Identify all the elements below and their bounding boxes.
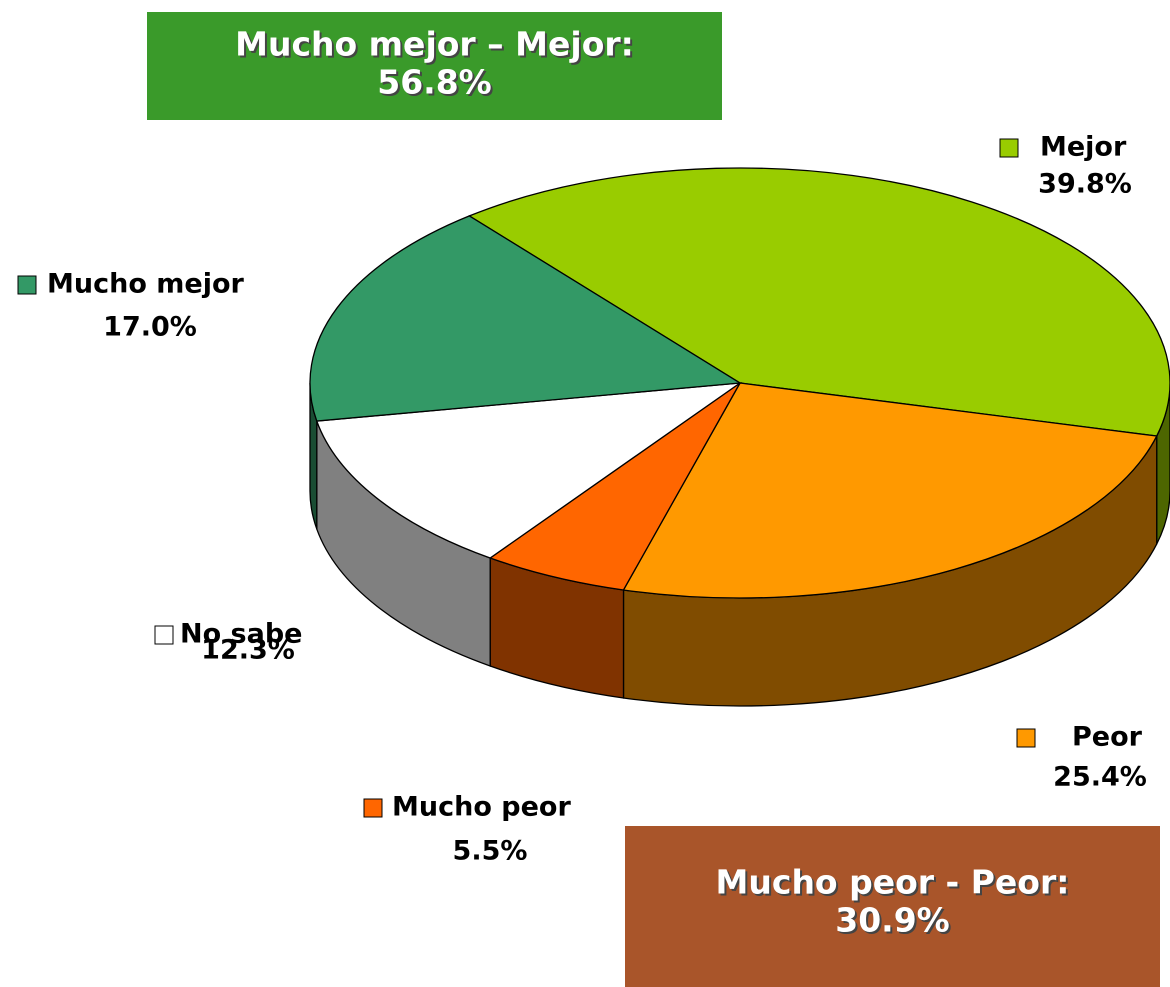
legend-marker	[999, 138, 1019, 158]
slice	[622, 382, 1158, 599]
legend-marker	[363, 798, 383, 818]
annotation-text: 56.8%	[377, 63, 492, 102]
annotation-box	[147, 12, 722, 120]
legend-marker	[1016, 728, 1036, 748]
annotation-shadow: 56.8%	[379, 65, 494, 104]
slice	[315, 382, 743, 559]
annotation-shadow: Mucho mejor – Mejor:	[237, 27, 636, 66]
annotation-text: Mucho mejor – Mejor:	[235, 25, 634, 64]
slice-value: 25.4%	[1053, 762, 1147, 793]
slice-value: 12.3%	[201, 635, 295, 666]
slice-label: Mucho peor	[392, 792, 571, 823]
annotation-shadow: 30.9%	[837, 903, 952, 942]
annotation-text: Mucho peor - Peor:	[716, 863, 1070, 902]
annotation-shadow: Mucho peor - Peor:	[718, 865, 1072, 904]
annotation-text: 30.9%	[835, 901, 950, 940]
legend-marker	[17, 275, 37, 295]
slice-label: No sabe	[180, 619, 302, 650]
slice	[488, 382, 741, 591]
slice-label: Peor	[1072, 722, 1143, 753]
slice-label: Mucho mejor	[47, 269, 245, 300]
slice-value: 39.8%	[1038, 169, 1132, 200]
slice	[467, 167, 1170, 437]
slice-value: 5.5%	[453, 836, 528, 867]
slice	[309, 215, 743, 422]
legend-marker	[154, 625, 174, 645]
annotation-box	[625, 826, 1160, 987]
slice-label: Mejor	[1040, 132, 1127, 163]
slice-value: 17.0%	[103, 312, 197, 343]
